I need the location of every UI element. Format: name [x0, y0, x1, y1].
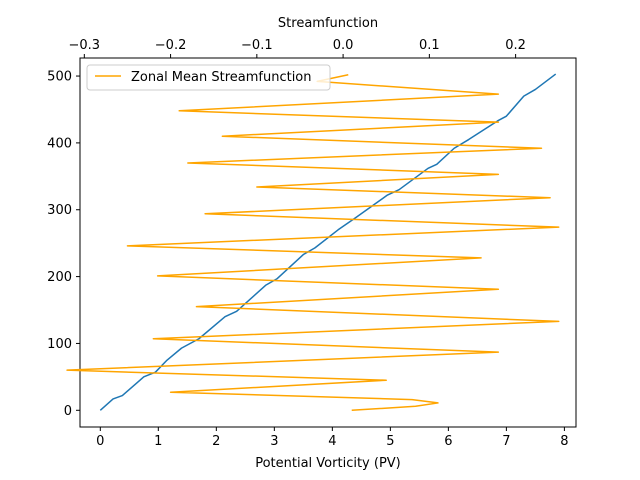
y-axis: 0 100 200 300 400 500 — [47, 70, 80, 419]
y-tick-label: 400 — [47, 136, 72, 151]
bottom-tick-label: 2 — [212, 434, 220, 449]
bottom-tick-label: 8 — [560, 434, 568, 449]
top-tick-label: 0.0 — [333, 38, 354, 53]
bottom-tick-label: 0 — [96, 434, 104, 449]
bottom-axis-title: Potential Vorticity (PV) — [255, 456, 401, 471]
y-tick-label: 200 — [47, 270, 72, 285]
bottom-tick-label: 5 — [386, 434, 394, 449]
bottom-tick-label: 3 — [270, 434, 278, 449]
bottom-tick-label: 1 — [154, 434, 162, 449]
bottom-axis: 0 1 2 3 4 5 6 7 8 — [96, 427, 569, 449]
legend-box — [86, 64, 331, 91]
top-axis-title: Streamfunction — [278, 16, 378, 31]
y-tick-label: 100 — [47, 337, 72, 352]
streamfunction-series-line — [66, 73, 560, 412]
top-tick-label: −0.1 — [241, 38, 273, 53]
top-tick-label: 0.2 — [505, 38, 526, 53]
bottom-tick-label: 4 — [328, 434, 336, 449]
y-tick-label: 300 — [47, 203, 72, 218]
pv-series-line — [99, 73, 557, 411]
plot-area — [79, 57, 577, 428]
bottom-tick-label: 7 — [502, 434, 510, 449]
y-tick-label: 0 — [64, 404, 72, 419]
top-tick-label: 0.1 — [419, 38, 440, 53]
y-tick-label: 500 — [47, 70, 72, 85]
bottom-tick-label: 6 — [444, 434, 452, 449]
legend-label: Zonal Mean Streamfunction — [131, 70, 312, 85]
top-tick-label: −0.2 — [155, 38, 187, 53]
legend: Zonal Mean Streamfunction — [86, 64, 331, 91]
top-tick-label: −0.3 — [69, 38, 101, 53]
series-layer — [66, 73, 560, 412]
top-axis: −0.3 −0.2 −0.1 0.0 0.1 0.2 — [69, 38, 526, 58]
